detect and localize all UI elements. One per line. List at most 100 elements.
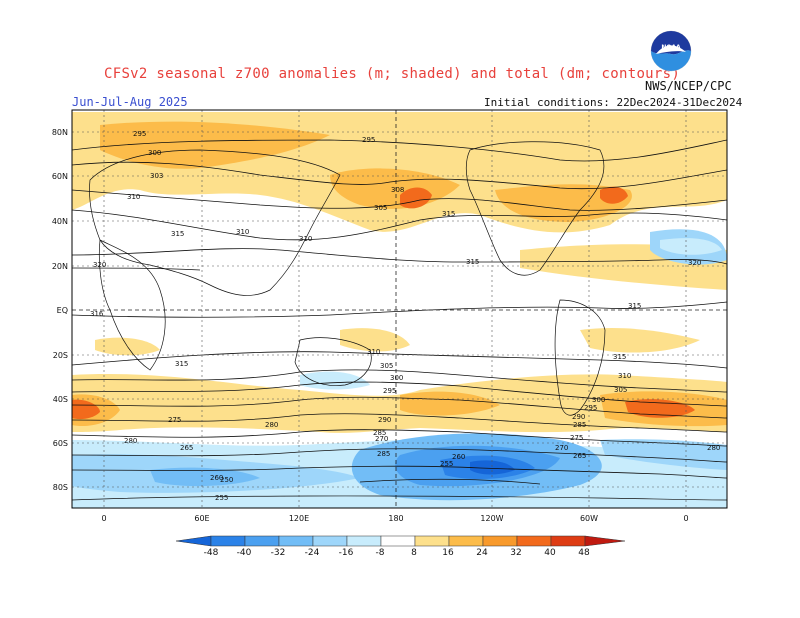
contour-315-nh: [72, 248, 727, 265]
colorbar-swatch: [210, 535, 246, 547]
contour-270-sh: [72, 448, 727, 463]
agency-label: NWS/NCEP/CPC: [645, 79, 732, 93]
shade-pacific-max: [400, 187, 432, 209]
eurasia-outline: [89, 149, 341, 296]
season-label: Jun-Jul-Aug 2025: [72, 95, 188, 109]
contour-label: 300: [148, 149, 161, 157]
lon-label: 0: [101, 514, 107, 523]
contour-label: 303: [150, 172, 163, 180]
contour-label: 316: [90, 310, 104, 318]
contour-label: 285: [377, 450, 390, 458]
contour-label: 310: [618, 372, 631, 380]
contour-label: 280: [124, 437, 137, 445]
contour-285-sh: [72, 413, 727, 433]
lat-label: EQ: [56, 306, 68, 315]
contour-label: 295: [362, 136, 375, 144]
lat-label: 80S: [52, 483, 68, 492]
contour-300-sh: [72, 381, 727, 407]
lat-label: 40N: [51, 217, 68, 226]
shade-sp-pacific-core: [470, 460, 515, 475]
colorbar: [175, 535, 626, 547]
colorbar-swatch: [244, 535, 280, 547]
shade-sh-sub-east: [580, 328, 700, 353]
colorbar-swatch: [278, 535, 314, 547]
contour-label: 285: [573, 421, 586, 429]
contour-300-nh: [72, 161, 727, 190]
contour-label: 315: [466, 258, 479, 266]
map-frame: [71, 109, 728, 509]
colorbar-label: -24: [304, 548, 320, 558]
north-america-outline: [465, 141, 605, 276]
shade-sh-sub: [340, 328, 410, 352]
contour-320-nh: [72, 267, 201, 271]
contour-label: 315: [613, 353, 626, 361]
anomaly-shading: [72, 112, 727, 508]
colorbar-label: 48: [578, 548, 590, 558]
shade-sh-pacific: [400, 391, 500, 416]
contour-label: 260: [452, 453, 465, 461]
contour-label: 290: [572, 413, 585, 421]
shade-sh-atlantic-max: [72, 399, 100, 420]
contour-label: 295: [383, 387, 396, 395]
colorbar-swatch: [414, 535, 450, 547]
contour-label: 315: [171, 230, 184, 238]
contour-label: 295: [584, 404, 597, 412]
contour-label: 290: [378, 416, 391, 424]
colorbar-label: 16: [442, 548, 454, 558]
initial-conditions: Initial conditions: 22Dec2024-31Dec2024: [484, 96, 743, 109]
shade-na: [495, 184, 632, 222]
coastlines: [72, 141, 727, 501]
lat-label: 20N: [51, 262, 68, 271]
contour-280-sh: [72, 429, 727, 447]
contour-260-sh: [72, 465, 727, 479]
contour-label: 310: [127, 193, 140, 201]
contour-label: 255: [440, 460, 453, 468]
lon-label: 60E: [194, 514, 210, 523]
lon-label: 0: [683, 514, 689, 523]
contour-label: 300: [592, 396, 605, 404]
lon-label: 180: [388, 514, 404, 523]
colorbar-label: 32: [510, 548, 522, 558]
contour-315-eq: [72, 301, 727, 318]
colorbar-swatch: [516, 535, 552, 547]
colorbar-swatch: [550, 535, 586, 547]
colorbar-label: -16: [338, 548, 354, 558]
contour-305-nh: [72, 189, 727, 211]
contour-lines: [72, 139, 727, 485]
shade-nh-eurasia: [100, 121, 330, 169]
australia-outline: [294, 337, 372, 386]
contour-label: 265: [573, 452, 586, 460]
colorbar-label: 40: [544, 548, 556, 558]
contour-label: 270: [555, 444, 568, 452]
lat-label: 40S: [52, 395, 68, 404]
antarctica-outline: [72, 495, 727, 501]
colorbar-label: -48: [203, 548, 219, 558]
contour-label: 308: [391, 186, 404, 194]
lat-label: 20S: [52, 351, 68, 360]
contour-label: 280: [265, 421, 278, 429]
lon-label: 120E: [288, 514, 310, 523]
contour-label: 250: [220, 476, 233, 484]
lon-label: 60W: [579, 514, 599, 523]
shade-atlantic-light: [660, 238, 722, 255]
contour-295-nh: [72, 139, 727, 162]
south-america-outline: [554, 299, 606, 416]
colorbar-swatch: [175, 535, 212, 547]
contour-label: 310: [236, 228, 249, 236]
contour-255-sh: [359, 478, 541, 485]
map-title: CFSv2 seasonal z700 anomalies (m; shaded…: [104, 66, 681, 82]
colorbar-label: 8: [411, 548, 417, 558]
contour-label: 285: [373, 429, 386, 437]
contour-label: 265: [180, 444, 193, 452]
contour-label: 300: [390, 374, 403, 382]
contour-310-nh: [72, 209, 727, 241]
contour-label: 305: [614, 386, 627, 394]
contour-label: 310: [367, 348, 380, 356]
shade-sh-band: [72, 373, 727, 433]
colorbar-label: -8: [375, 548, 385, 558]
major-grid-lines: [72, 110, 727, 508]
shade-aus-blue: [300, 371, 370, 390]
contour-label: 275: [168, 416, 181, 424]
